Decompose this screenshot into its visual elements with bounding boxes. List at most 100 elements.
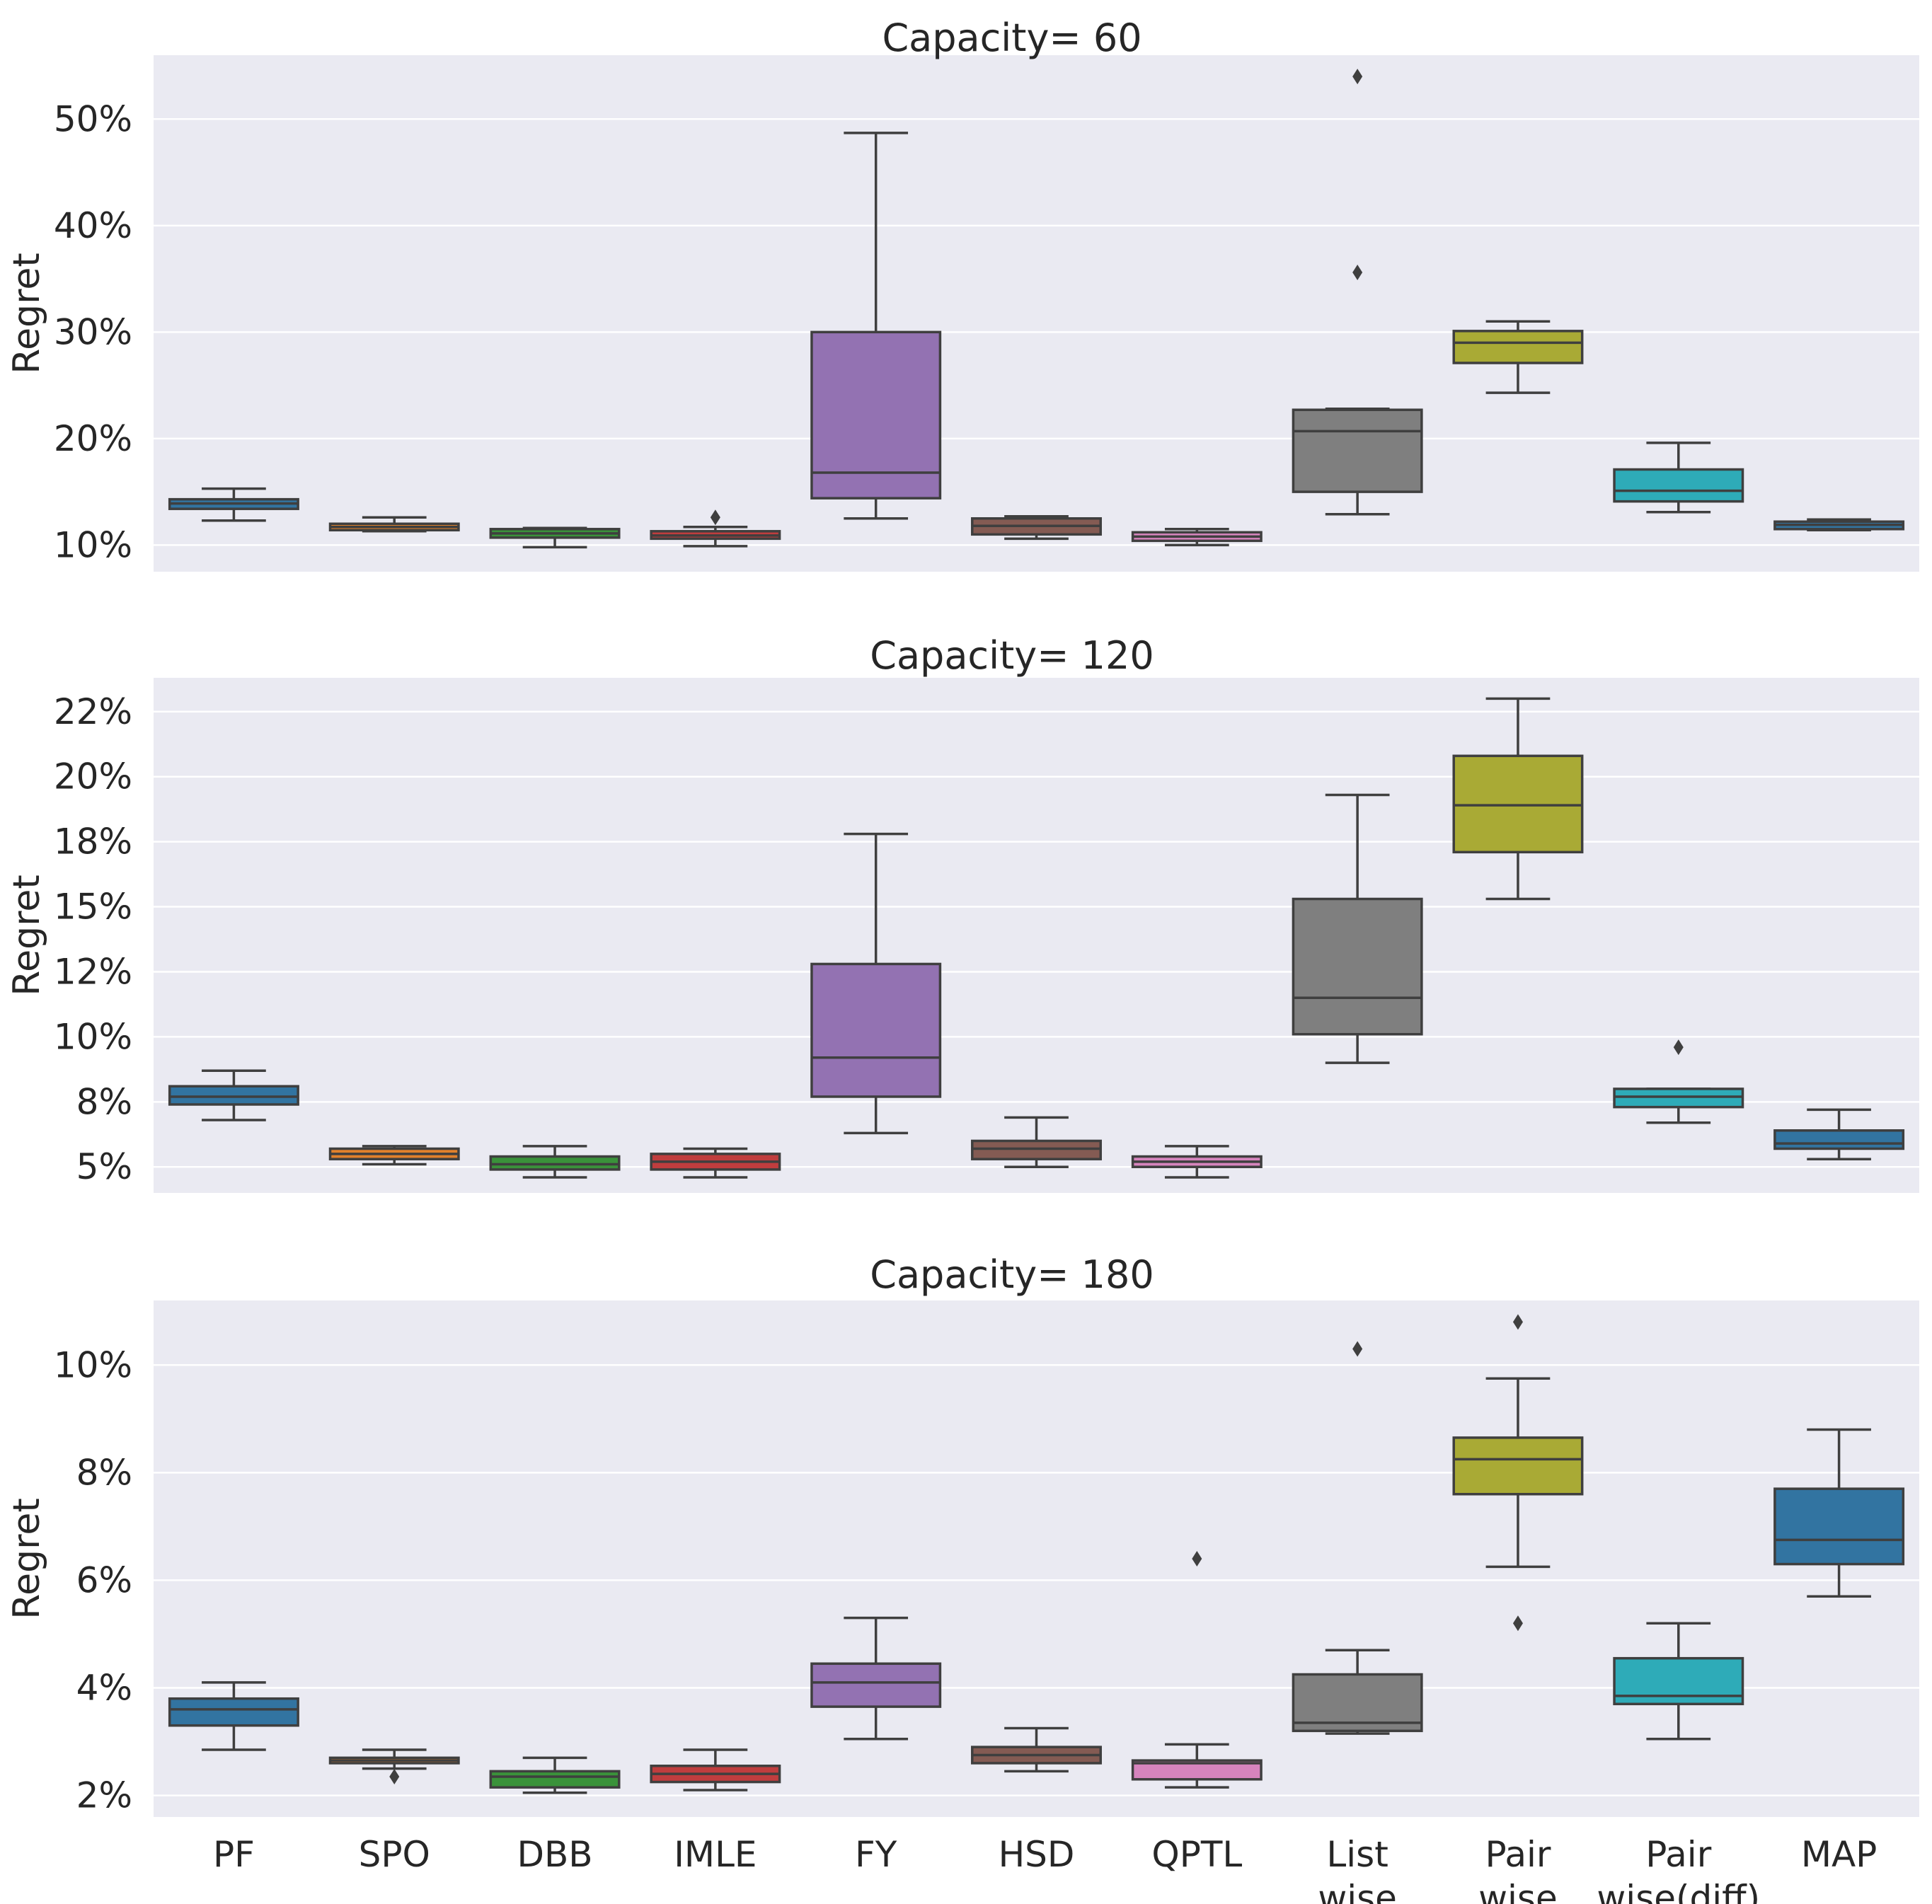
y-tick-label: 4%	[76, 1668, 132, 1709]
box-iqr	[1452, 1436, 1584, 1496]
x-tick-label-line: wise(diff)	[1597, 1878, 1760, 1904]
y-tick-label: 10%	[54, 1016, 132, 1057]
box-iqr	[810, 1662, 942, 1708]
outlier-marker	[1352, 69, 1363, 85]
x-tick-label: IMLE	[674, 1834, 757, 1875]
box-fy	[810, 832, 942, 1135]
y-tick-label: 18%	[54, 821, 132, 862]
y-tick-label: 5%	[76, 1146, 132, 1187]
box-imle	[650, 509, 781, 548]
y-tick-label: 8%	[76, 1081, 132, 1122]
box-dbb	[489, 1756, 621, 1794]
y-tick-label: 20%	[54, 756, 132, 797]
x-tick-label-line: wise	[1478, 1878, 1558, 1904]
box-iqr	[1292, 408, 1423, 493]
box-iqr	[1773, 1129, 1905, 1150]
box-pf	[168, 1069, 299, 1121]
x-tick-label: SPO	[359, 1834, 430, 1875]
y-tick-label: 15%	[54, 887, 132, 928]
x-tick-label-line: Pair	[1485, 1834, 1551, 1875]
y-tick-label: 2%	[76, 1775, 132, 1816]
box-imle	[650, 1748, 781, 1792]
box-pf	[168, 487, 299, 522]
outlier-marker	[1512, 1615, 1523, 1632]
y-tick-label: 20%	[54, 418, 132, 459]
x-tick-label: QPTL	[1151, 1834, 1242, 1875]
x-tick-label-line: Pair	[1645, 1834, 1711, 1875]
chart-title-capacity-180: Capacity= 180	[870, 1252, 1154, 1297]
y-tick-label: 40%	[54, 205, 132, 246]
box-spo	[328, 1748, 460, 1784]
box-dbb	[489, 1145, 621, 1179]
y-tick-label: 22%	[54, 691, 132, 732]
box-fy	[810, 132, 942, 520]
x-tick-label-line: DBB	[517, 1834, 592, 1875]
outlier-marker	[1192, 1551, 1202, 1567]
x-tick-label-line: PF	[213, 1834, 255, 1875]
box-pair-wise	[1452, 1314, 1584, 1632]
outlier-marker	[389, 1768, 400, 1784]
box-iqr	[1452, 754, 1584, 854]
box-pair-wise	[1452, 697, 1584, 901]
outlier-marker	[1512, 1314, 1523, 1330]
box-list-wise	[1292, 69, 1423, 516]
box-iqr	[168, 1697, 299, 1727]
box-list-wise	[1292, 793, 1423, 1064]
box-pair-wise	[1452, 320, 1584, 394]
y-tick-label: 8%	[76, 1452, 132, 1493]
box-iqr	[1452, 330, 1584, 364]
y-tick-label: 30%	[54, 311, 132, 352]
x-tick-label-line: List	[1326, 1834, 1388, 1875]
box-qptl	[1131, 1145, 1263, 1179]
box-imle	[650, 1147, 781, 1179]
x-tick-label: DBB	[517, 1834, 592, 1875]
box-iqr	[810, 962, 942, 1098]
x-tick-label-line: HSD	[999, 1834, 1075, 1875]
y-axis-label-capacity-180: Regret	[6, 1498, 48, 1619]
y-axis-label-capacity-120: Regret	[6, 875, 48, 996]
box-hsd	[971, 1726, 1102, 1773]
x-tick-label-line: FY	[855, 1834, 897, 1875]
box-pair-wise-diff-	[1613, 1622, 1744, 1741]
x-tick-label: Pair wise(diff)	[1597, 1834, 1760, 1904]
box-iqr	[1292, 897, 1423, 1036]
box-dbb	[489, 526, 621, 549]
box-iqr	[1613, 468, 1744, 503]
x-tick-label: MAP	[1801, 1834, 1878, 1875]
box-map	[1773, 518, 1905, 532]
outlier-marker	[710, 509, 720, 526]
x-tick-label-line: IMLE	[674, 1834, 757, 1875]
box-iqr	[489, 1155, 621, 1171]
box-pf	[168, 1681, 299, 1751]
box-pair-wise-diff-	[1613, 442, 1744, 514]
box-hsd	[971, 514, 1102, 541]
box-iqr	[971, 1139, 1102, 1160]
x-tick-label-line: wise	[1318, 1878, 1397, 1904]
outlier-marker	[1673, 1039, 1684, 1056]
y-tick-label: 6%	[76, 1559, 132, 1600]
box-iqr	[1292, 1673, 1423, 1733]
x-tick-label-line: QPTL	[1151, 1834, 1242, 1875]
subplot-capacity-180: 2% 4% 6% 8% 10% PF SPO DBB IMLE FY HSD QPTL List wis…	[6, 1252, 1919, 1904]
y-tick-label: 50%	[54, 98, 132, 139]
box-map	[1773, 1428, 1905, 1598]
box-map	[1773, 1108, 1905, 1160]
chart-title-capacity-120: Capacity= 120	[870, 633, 1154, 678]
x-tick-label: Pair wise	[1478, 1834, 1558, 1904]
box-iqr	[489, 1770, 621, 1789]
box-pair-wise-diff-	[1613, 1039, 1744, 1124]
box-iqr	[810, 330, 942, 500]
box-iqr	[168, 1085, 299, 1106]
outlier-marker	[1352, 1341, 1363, 1357]
box-fy	[810, 1616, 942, 1741]
x-tick-label-line: SPO	[359, 1834, 430, 1875]
y-axis-label-capacity-60: Regret	[6, 253, 48, 374]
subplot-capacity-60: 10% 20% 30% 40% 50% Capacity= 60 Regret	[6, 16, 1919, 572]
box-iqr	[1773, 1487, 1905, 1566]
box-spo	[328, 516, 460, 533]
box-iqr	[1613, 1087, 1744, 1109]
box-spo	[328, 1145, 460, 1166]
y-tick-label: 10%	[54, 524, 132, 565]
box-qptl	[1131, 1551, 1263, 1789]
